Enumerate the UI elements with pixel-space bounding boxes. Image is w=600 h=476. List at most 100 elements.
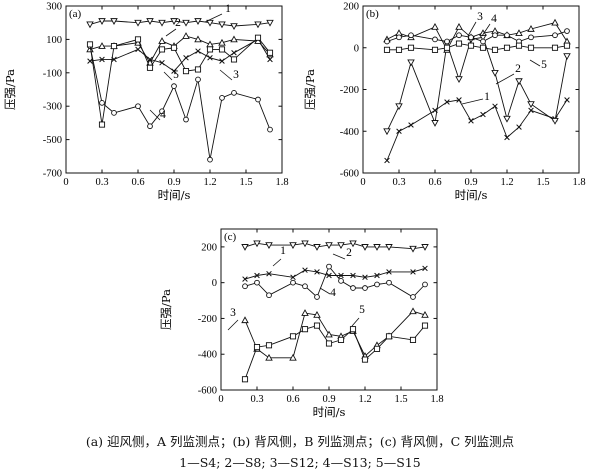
series-5-point <box>158 46 166 53</box>
annotation-leader <box>467 21 477 37</box>
y-tick-label: -600 <box>340 169 359 180</box>
series-1-line <box>386 99 568 161</box>
series-5-line <box>244 325 426 380</box>
series-1-point <box>266 270 272 277</box>
series-2-point <box>407 59 415 67</box>
series-3-line <box>244 310 426 359</box>
plot-frame <box>65 5 283 174</box>
series-4-point <box>480 38 486 45</box>
series-1-point <box>171 68 177 74</box>
x-tick-label: 0.3 <box>95 177 108 188</box>
x-tick-label: 0.6 <box>286 394 299 405</box>
series-1-point <box>480 111 486 118</box>
series-5-point <box>383 46 391 53</box>
series-annotation: 3 <box>233 69 239 81</box>
series-5-point <box>491 46 499 53</box>
series-1-point <box>386 269 392 275</box>
series-2-point <box>551 117 559 125</box>
series-3-point <box>241 316 249 324</box>
series-4-point <box>183 116 189 123</box>
series-3-point <box>86 45 94 53</box>
series-5-point <box>361 356 369 363</box>
x-tick-label: 0.6 <box>428 177 441 188</box>
series-4-point <box>338 278 344 284</box>
panel-a: (a) 0 0.3 0.6 0.9 1.2 1.5 1.8 300 100 -100 -300 -500… <box>3 2 289 203</box>
series-4-point <box>386 279 392 286</box>
series-2-point <box>194 18 202 25</box>
series-5-point <box>349 326 357 333</box>
series-1-point <box>384 157 390 164</box>
series-2-line <box>386 36 568 132</box>
y-tick-label: -500 <box>43 135 62 146</box>
series-2-point <box>289 242 297 250</box>
y-tick-label: 200 <box>343 2 359 13</box>
series-annotation: 5 <box>541 59 547 71</box>
series-annotation: 3 <box>230 307 236 319</box>
series-4-point <box>171 83 177 90</box>
x-tick-label: 0 <box>360 177 365 188</box>
series-5-point <box>134 36 142 43</box>
series-4-point <box>528 34 534 41</box>
x-tick-label: 0.3 <box>250 394 263 405</box>
figure-caption-series: 1—S4; 2—S8; 3—S12; 4—S13; 5—S15 <box>179 455 421 470</box>
series-1-point <box>528 107 534 114</box>
series-4-point <box>396 34 402 41</box>
series-5-point <box>194 66 202 73</box>
series-1-point <box>516 124 522 130</box>
series-3-point <box>551 18 559 26</box>
series-2-point <box>385 244 393 251</box>
y-tick-label: 300 <box>46 2 62 13</box>
series-2-point <box>383 128 391 136</box>
series-annotation: 2 <box>515 63 521 75</box>
series-5-point <box>301 326 309 333</box>
series-4-point <box>159 108 165 115</box>
series-5-point <box>241 376 249 383</box>
series-2-point <box>158 19 166 27</box>
series-5-point <box>265 342 273 349</box>
series-1-point <box>302 267 308 273</box>
series-2-point <box>218 21 226 29</box>
series-1-point <box>267 56 273 63</box>
y-tick-label: 100 <box>46 35 62 46</box>
series-annotation: 5 <box>173 69 179 81</box>
series-5-point <box>313 322 321 329</box>
series-5-point <box>479 44 487 51</box>
series-2-point <box>110 18 118 25</box>
y-tick-label: -700 <box>43 169 62 180</box>
series-annotation: 1 <box>225 3 231 15</box>
series-3-point <box>455 22 463 30</box>
series-annotation: 4 <box>330 287 336 299</box>
x-axis-label: 时间/s <box>158 188 191 202</box>
series-4-point <box>111 110 117 116</box>
annotation-leader <box>319 287 331 295</box>
series-1-point <box>183 55 189 61</box>
series-3-point <box>265 353 273 361</box>
series-4-point <box>242 283 248 290</box>
series-2-point <box>515 78 523 86</box>
series-2-point <box>134 19 142 27</box>
series-2-point <box>325 242 333 250</box>
series-5-point <box>407 44 415 51</box>
series-2-point <box>431 120 439 127</box>
series-1-point <box>242 276 248 282</box>
series-2-point <box>146 18 154 25</box>
series-5-point <box>110 43 118 50</box>
series-2-point <box>241 244 249 251</box>
series-5-point <box>337 336 345 343</box>
x-tick-label: 1.8 <box>275 177 288 188</box>
y-tick-label: 200 <box>201 242 217 253</box>
series-3-point <box>527 25 535 32</box>
series-2-point <box>206 19 214 27</box>
series-annotation: 2 <box>346 247 352 259</box>
series-3-point <box>325 330 333 338</box>
annotation-leader <box>351 317 360 327</box>
x-tick-label: 0.9 <box>464 177 477 188</box>
series-1-point <box>99 56 105 63</box>
series-2-point <box>409 245 417 253</box>
series-2-point <box>455 76 463 83</box>
series-1-point <box>350 272 356 279</box>
annotation-leader <box>219 69 233 81</box>
series-1-point <box>422 265 428 272</box>
series-2-point <box>349 240 357 248</box>
series-3-point <box>218 38 226 46</box>
